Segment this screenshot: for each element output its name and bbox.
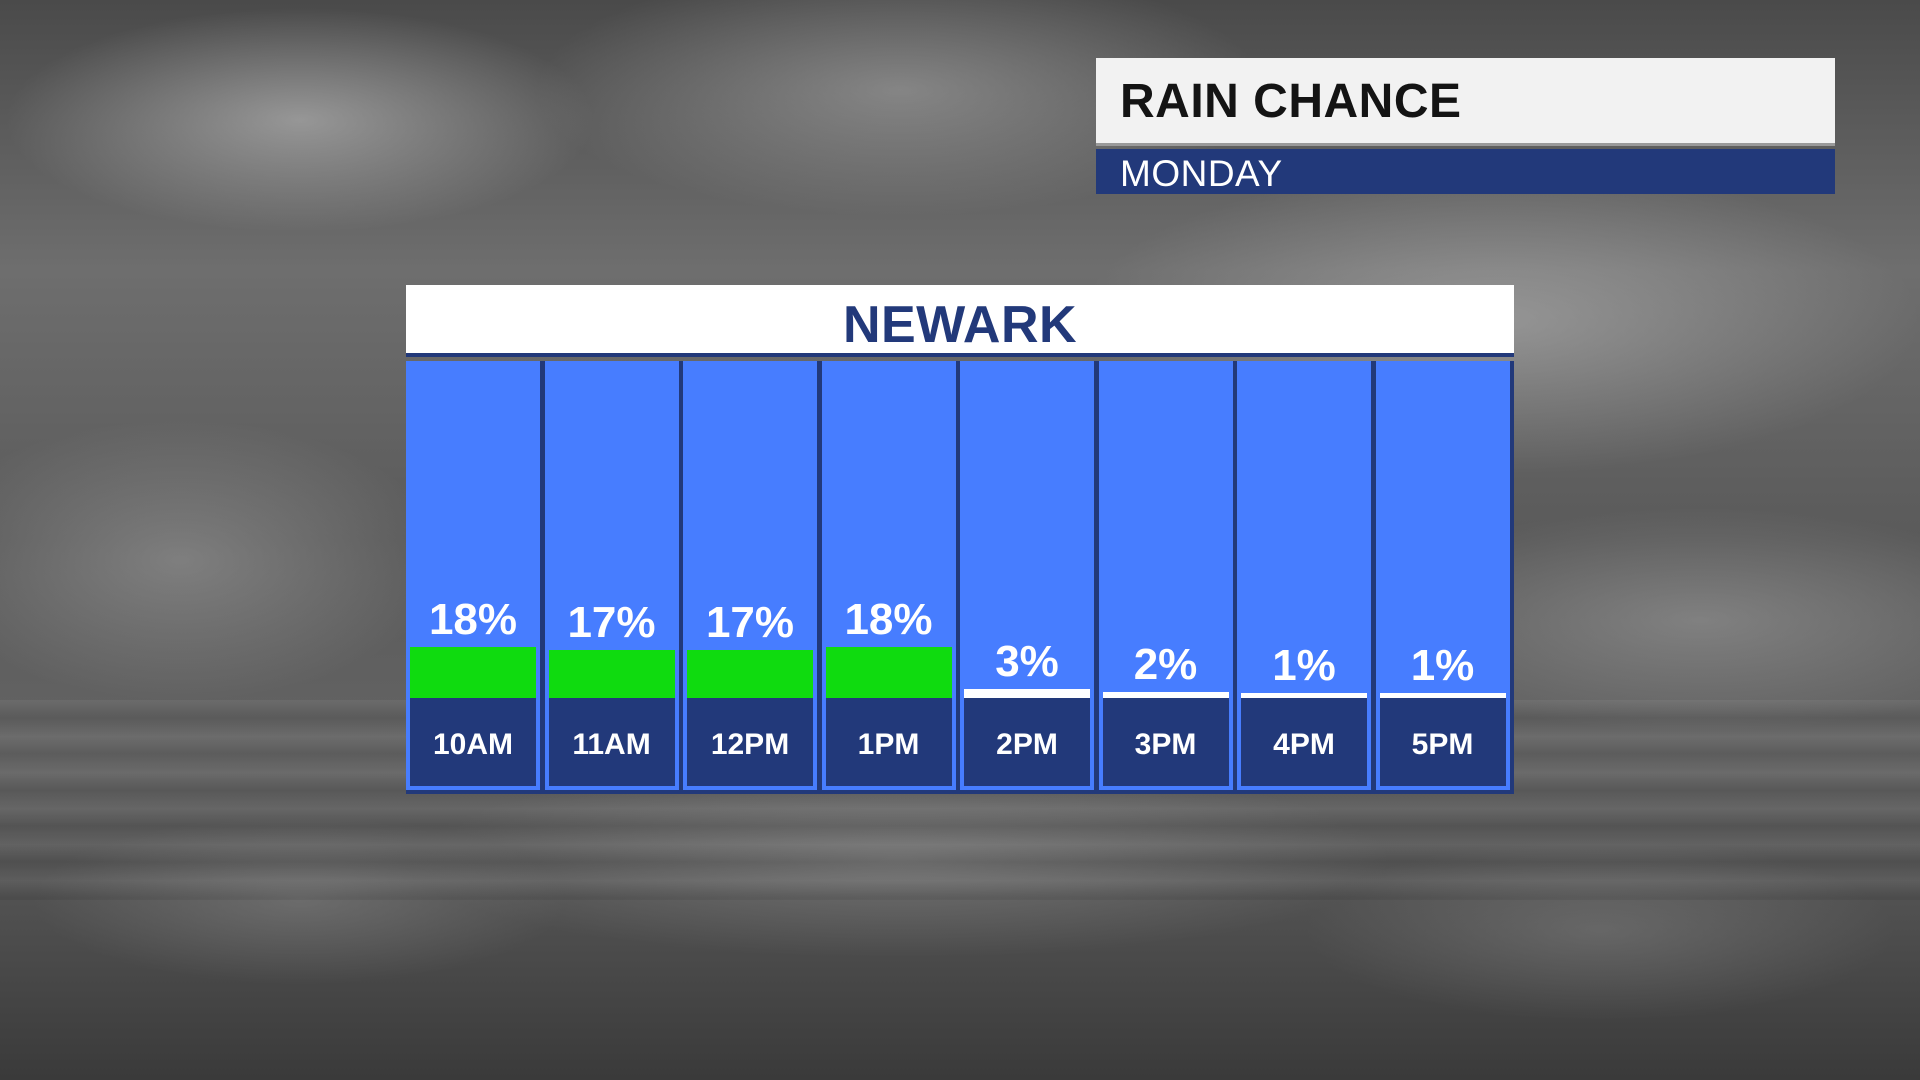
rain-chance-bar [410, 646, 536, 698]
hour-column: 17% 11AM [544, 361, 679, 790]
rain-chance-panel: NEWARK 18% 10AM 17% 11AM 17% 12PM 18% 1PM 3% 2PM 2… [406, 285, 1514, 794]
rain-chance-bar [825, 646, 952, 698]
hour-label-box: 10AM [410, 698, 536, 786]
value-label: 1% [1272, 641, 1336, 690]
hour-label-box: 2PM [964, 698, 1090, 786]
rain-chance-bar [1102, 692, 1229, 698]
title-box: RAIN CHANCE [1096, 58, 1835, 146]
hour-label-box: 1PM [825, 698, 952, 786]
value-label: 18% [428, 594, 518, 644]
hour-column: 3% 2PM [960, 361, 1094, 790]
hour-label: 4PM [1273, 728, 1335, 761]
hour-column: 18% 10AM [406, 361, 540, 790]
hour-label: 10AM [432, 728, 514, 761]
location-title: NEWARK [842, 296, 1078, 354]
hour-column: 1% 4PM [1237, 361, 1371, 790]
hour-label: 5PM [1411, 728, 1474, 761]
rain-chance-bar [1379, 693, 1506, 698]
rain-chance-bar [1241, 693, 1367, 698]
rain-chance-bar [687, 649, 813, 698]
value-label: 18% [844, 594, 933, 644]
hour-column: 18% 1PM [821, 361, 956, 790]
hour-label: 11AM [572, 728, 651, 761]
value-label: 1% [1410, 641, 1475, 690]
rain-chance-bar [548, 649, 675, 698]
value-label: 17% [567, 597, 656, 647]
hour-column: 1% 5PM [1375, 361, 1510, 790]
value-label: 3% [995, 637, 1059, 687]
hourly-columns: 18% 10AM 17% 11AM 17% 12PM 18% 1PM 3% 2PM 2% 3PM 1% 4… [406, 361, 1514, 794]
hour-column: 2% 3PM [1098, 361, 1233, 790]
value-label: 17% [705, 597, 795, 647]
hour-column: 17% 12PM [683, 361, 817, 790]
subtitle-box: MONDAY [1096, 149, 1835, 194]
hour-label: 12PM [710, 728, 790, 761]
hour-label-box: 3PM [1102, 698, 1229, 786]
hour-label-box: 5PM [1379, 698, 1506, 786]
rain-chance-bar [964, 689, 1090, 698]
hour-label-box: 12PM [687, 698, 813, 786]
hour-label-box: 11AM [548, 698, 675, 786]
chart-title: RAIN CHANCE [1120, 75, 1462, 128]
hour-label-box: 4PM [1241, 698, 1367, 786]
hour-label: 2PM [996, 728, 1058, 761]
hour-label: 3PM [1134, 728, 1197, 761]
chart-subtitle: MONDAY [1120, 153, 1283, 194]
value-label: 2% [1133, 640, 1198, 690]
hour-label: 1PM [857, 728, 920, 761]
panel-header: NEWARK [406, 285, 1514, 357]
